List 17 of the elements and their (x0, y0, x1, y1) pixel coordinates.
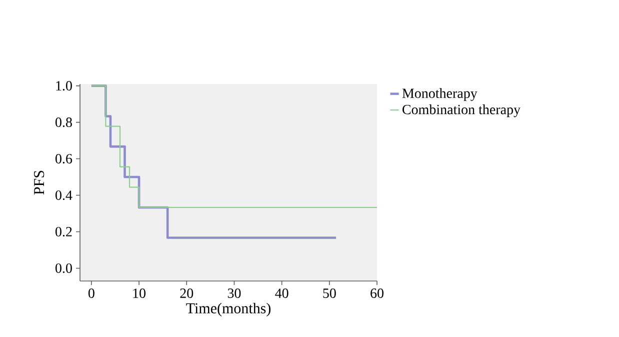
x-tick-label: 40 (275, 288, 288, 298)
y-tick-label: 0.8 (56, 118, 72, 128)
y-tick-label: 0.0 (56, 263, 72, 273)
legend-label: Monotherapy (402, 88, 478, 101)
y-axis-title: PFS (34, 170, 44, 195)
x-tick-label: 60 (370, 288, 384, 298)
y-tick-label: 1.0 (56, 81, 72, 91)
x-tick-label: 20 (180, 288, 194, 298)
y-tick-label: 0.6 (56, 154, 72, 164)
legend-label: Combination therapy (402, 104, 520, 118)
x-tick-label: 50 (323, 288, 336, 298)
y-tick-label: 0.2 (56, 226, 72, 236)
x-tick-label: 0 (88, 288, 94, 298)
y-tick-label: 0.4 (56, 190, 72, 200)
x-tick-label: 30 (228, 288, 241, 298)
x-axis-title: Time(months) (186, 302, 270, 316)
x-tick-label: 10 (133, 288, 146, 298)
